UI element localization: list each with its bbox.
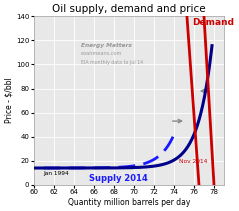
Text: Demand: Demand bbox=[192, 18, 234, 27]
Text: Nov 2014: Nov 2014 bbox=[179, 159, 207, 164]
Text: Jan 1994: Jan 1994 bbox=[44, 171, 69, 176]
Y-axis label: Price - $/bbl: Price - $/bbl bbox=[4, 78, 13, 123]
Text: Supply 2014: Supply 2014 bbox=[89, 174, 147, 183]
Title: Oil supply, demand and price: Oil supply, demand and price bbox=[52, 4, 206, 14]
Text: EIA monthly data to Jul 14: EIA monthly data to Jul 14 bbox=[81, 60, 143, 65]
X-axis label: Quantity million barrels per day: Quantity million barrels per day bbox=[68, 198, 190, 207]
Text: eoanmeans.com: eoanmeans.com bbox=[81, 51, 123, 56]
Text: Energy Matters: Energy Matters bbox=[81, 43, 132, 48]
